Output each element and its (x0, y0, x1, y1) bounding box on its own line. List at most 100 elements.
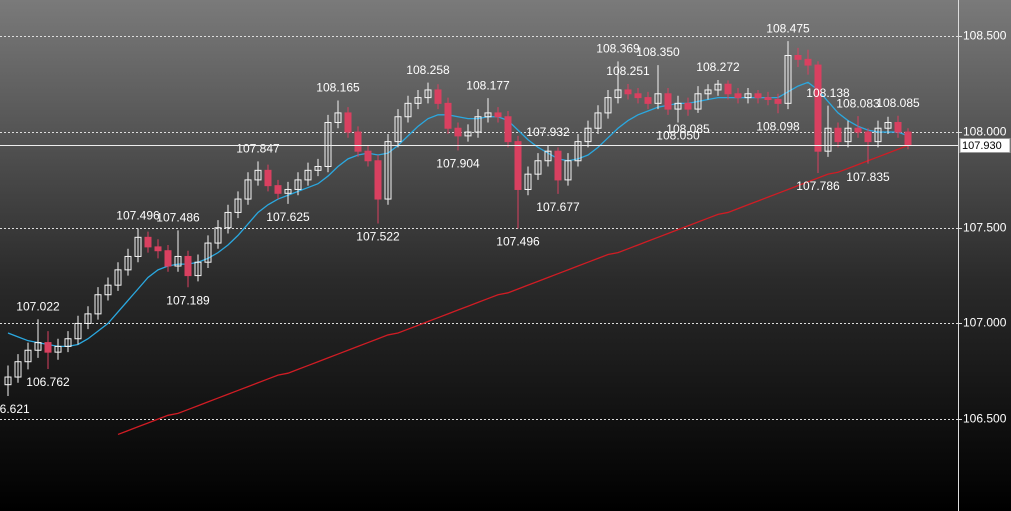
candle-body (734, 93, 742, 99)
candle-body (44, 342, 52, 353)
candle-body (844, 127, 852, 143)
extreme-label: 107.932 (526, 125, 570, 139)
y-tick-label: 108.000 (963, 125, 1007, 139)
candle-body (724, 83, 732, 95)
extreme-label: 107.625 (266, 210, 310, 224)
y-tick-label: 106.500 (963, 412, 1007, 426)
candle-body (364, 150, 372, 162)
extreme-label: 108.138 (806, 86, 850, 100)
candle-body (184, 255, 192, 277)
extreme-label: 108.085 (666, 122, 710, 136)
candle-body (134, 236, 142, 257)
candle-body (634, 93, 642, 99)
candle-body (84, 313, 92, 324)
extreme-label: 107.022 (16, 299, 60, 313)
candle-body (744, 93, 752, 99)
plot-area: 106.621107.022106.762107.496107.486107.1… (0, 21, 958, 436)
candle-body (564, 160, 572, 181)
extreme-label: 108.475 (766, 21, 810, 35)
candle-body (574, 141, 582, 162)
extreme-label: 107.522 (356, 230, 400, 244)
candle-body (604, 97, 612, 114)
candle-body (704, 89, 712, 95)
current-price-label: 107.930 (962, 140, 1002, 152)
candle-body (554, 150, 562, 181)
y-axis: 106.500 107.000 107.500 108.000 108.500 107.9… (958, 29, 1011, 426)
candle-body (54, 345, 62, 353)
candle-body (814, 64, 822, 152)
extreme-label: 107.189 (166, 293, 210, 307)
candle-body (74, 322, 82, 340)
extreme-label: 107.496 (116, 209, 160, 223)
candle-body (394, 116, 402, 143)
candle-body (544, 150, 552, 162)
candle-body (164, 250, 172, 267)
extreme-label: 107.486 (156, 211, 200, 225)
candle-body (784, 55, 792, 104)
y-tick-label: 107.000 (963, 316, 1007, 330)
candle-body (764, 97, 772, 101)
y-tick-label: 107.500 (963, 221, 1007, 235)
candle-body (234, 198, 242, 213)
candle-body (514, 141, 522, 190)
extreme-label: 107.496 (496, 235, 540, 249)
candle-body (324, 121, 332, 168)
candle-body (594, 112, 602, 129)
extreme-label: 108.251 (606, 64, 650, 78)
candle-body (14, 361, 22, 378)
extreme-label: 108.098 (756, 119, 800, 133)
candle-body (884, 121, 892, 129)
candle-body (304, 169, 312, 181)
candle-body (344, 112, 352, 133)
candle-body (64, 338, 72, 347)
candle-body (194, 261, 202, 277)
y-tick-label: 108.500 (963, 29, 1007, 43)
extreme-label: 107.835 (846, 170, 890, 184)
candle-body (214, 227, 222, 244)
candle-body (414, 97, 422, 104)
moving-average-line (117, 144, 909, 436)
extreme-label: 108.177 (466, 78, 510, 92)
candle-body (614, 89, 622, 99)
candle-body (224, 211, 232, 229)
candle-body (804, 58, 812, 66)
candle-body (354, 131, 362, 152)
extreme-label: 108.350 (636, 45, 680, 59)
extreme-label: 108.085 (876, 96, 920, 110)
candle-body (404, 102, 412, 118)
candle-body (874, 127, 882, 143)
candle-body (714, 83, 722, 91)
candle-body (824, 127, 832, 152)
candle-body (664, 93, 672, 110)
candle-body (484, 112, 492, 118)
candle-body (754, 93, 762, 99)
candle-body (374, 160, 382, 200)
candle-body (384, 141, 392, 200)
candle-body (264, 169, 272, 187)
candle-body (4, 376, 12, 386)
extreme-label: 106.621 (0, 402, 30, 416)
candle-body (584, 127, 592, 143)
extreme-label: 108.165 (316, 81, 360, 95)
candle-body (624, 89, 632, 95)
candle-body (464, 131, 472, 137)
candle-body (204, 242, 212, 263)
candle-body (694, 93, 702, 110)
extreme-label: 107.904 (436, 157, 480, 171)
candle-body (24, 349, 32, 363)
candle-body (854, 127, 862, 133)
candle-body (474, 116, 482, 133)
extreme-label: 108.369 (596, 42, 640, 56)
candle-body (104, 284, 112, 296)
candle-body (294, 179, 302, 190)
extreme-label: 107.677 (536, 200, 580, 214)
extreme-label: 106.762 (26, 375, 70, 389)
candle-body (494, 112, 502, 118)
candle-body (154, 246, 162, 252)
candle-body (34, 342, 42, 351)
candle-body (864, 131, 872, 143)
candle-body (444, 102, 452, 129)
candle-body (174, 255, 182, 267)
